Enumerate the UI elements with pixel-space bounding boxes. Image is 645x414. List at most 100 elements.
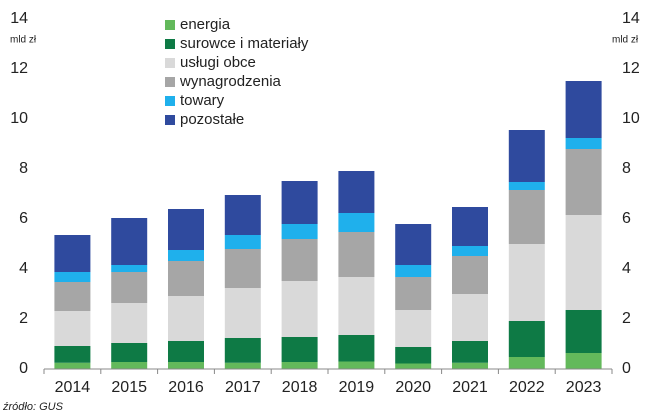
bar-segment: [452, 207, 488, 246]
bar-segment: [111, 272, 148, 303]
bar-segment: [168, 261, 204, 296]
bar-segment: [452, 362, 488, 369]
bar-segment: [54, 235, 91, 272]
bar-segment: [508, 182, 545, 190]
bar-segment: [168, 341, 204, 362]
bar-segment: [168, 209, 204, 250]
y-tick-label: 14: [10, 10, 28, 27]
bar-segment: [338, 361, 375, 369]
bar-segment: [395, 347, 432, 364]
source: źródło: GUS: [2, 401, 64, 413]
bar-segment: [508, 244, 545, 321]
y-tick-label: 6: [19, 210, 28, 227]
y-tick-label: 0: [19, 360, 28, 377]
bar-segment: [452, 341, 488, 363]
x-tick-label: 2014: [55, 379, 91, 396]
legend-swatch: [165, 96, 175, 106]
x-tick-label: 2019: [339, 379, 375, 396]
legend-label: surowce i materiały: [180, 35, 309, 52]
y2-tick-label: 8: [622, 160, 631, 177]
x-tick-label: 2022: [509, 379, 545, 396]
legend-label: pozostałe: [180, 111, 244, 128]
bar-segment: [395, 363, 432, 369]
y2-tick-label: 12: [622, 60, 640, 77]
bar-segment: [281, 362, 318, 369]
legend-label: usługi obce: [180, 54, 256, 71]
bar-segment: [224, 235, 261, 249]
y2-tick-label: 14: [622, 10, 640, 27]
bar-segment: [395, 265, 432, 277]
y2-tick-label: 10: [622, 110, 640, 127]
legend-label: towary: [180, 92, 225, 109]
bar-segment: [224, 362, 261, 369]
y2-tick-label: 2: [622, 310, 631, 327]
bar-segment: [168, 362, 204, 369]
bar-segment: [111, 265, 148, 272]
bar-segment: [395, 224, 432, 265]
bar-segment: [565, 310, 602, 353]
y-tick-label: 10: [10, 110, 28, 127]
bar-segment: [508, 357, 545, 369]
bar-segment: [281, 337, 318, 362]
bar-segment: [338, 213, 375, 232]
bar-segment: [168, 296, 204, 341]
y-axis-label: mld zł: [10, 35, 37, 46]
bar-segment: [565, 149, 602, 215]
bar-segment: [54, 282, 91, 311]
bar-segment: [395, 310, 432, 347]
legend-swatch: [165, 20, 175, 30]
y2-tick-label: 4: [622, 260, 631, 277]
x-tick-label: 2015: [111, 379, 147, 396]
legend-swatch: [165, 115, 175, 125]
bar-segment: [565, 138, 602, 149]
bar-segment: [224, 249, 261, 288]
x-tick-label: 2017: [225, 379, 261, 396]
y-tick-label: 8: [19, 160, 28, 177]
x-tick-label: 2016: [168, 379, 204, 396]
bar-segment: [338, 232, 375, 277]
y2-axis-label: mld zł: [612, 35, 639, 46]
legend-label: wynagrodzenia: [179, 73, 282, 90]
bar-segment: [224, 338, 261, 363]
x-tick-label: 2020: [395, 379, 431, 396]
bar-segment: [168, 250, 204, 261]
y2-tick-label: 6: [622, 210, 631, 227]
bar-segment: [281, 239, 318, 281]
legend-swatch: [165, 39, 175, 49]
x-tick-label: 2023: [566, 379, 602, 396]
bar-segment: [54, 311, 91, 346]
bar-segment: [565, 215, 602, 310]
legend-swatch: [165, 58, 175, 68]
bar-segment: [54, 272, 91, 282]
legend-label: energia: [180, 16, 231, 33]
bar-segment: [281, 224, 318, 239]
y-tick-label: 12: [10, 60, 28, 77]
bar-segment: [452, 246, 488, 256]
bar-segment: [111, 343, 148, 362]
bar-segment: [111, 362, 148, 369]
bar-segment: [224, 288, 261, 338]
bar-segment: [395, 277, 432, 310]
bar-segment: [54, 362, 91, 369]
bar-segment: [338, 171, 375, 213]
bar-segment: [224, 195, 261, 235]
bar-segment: [508, 321, 545, 357]
bar-segment: [281, 181, 318, 224]
bar-segment: [565, 353, 602, 369]
bar-segment: [338, 335, 375, 362]
bar-segment: [111, 218, 148, 265]
y-tick-label: 4: [19, 260, 28, 277]
y2-tick-label: 0: [622, 360, 631, 377]
legend-swatch: [165, 77, 175, 87]
bar-segment: [508, 190, 545, 244]
y-tick-label: 2: [19, 310, 28, 327]
bar-segment: [565, 81, 602, 138]
bar-segment: [281, 281, 318, 337]
bar-segment: [452, 294, 488, 341]
x-tick-label: 2021: [452, 379, 488, 396]
bar-segment: [338, 277, 375, 335]
bar-segment: [508, 130, 545, 182]
bar-segment: [54, 346, 91, 363]
